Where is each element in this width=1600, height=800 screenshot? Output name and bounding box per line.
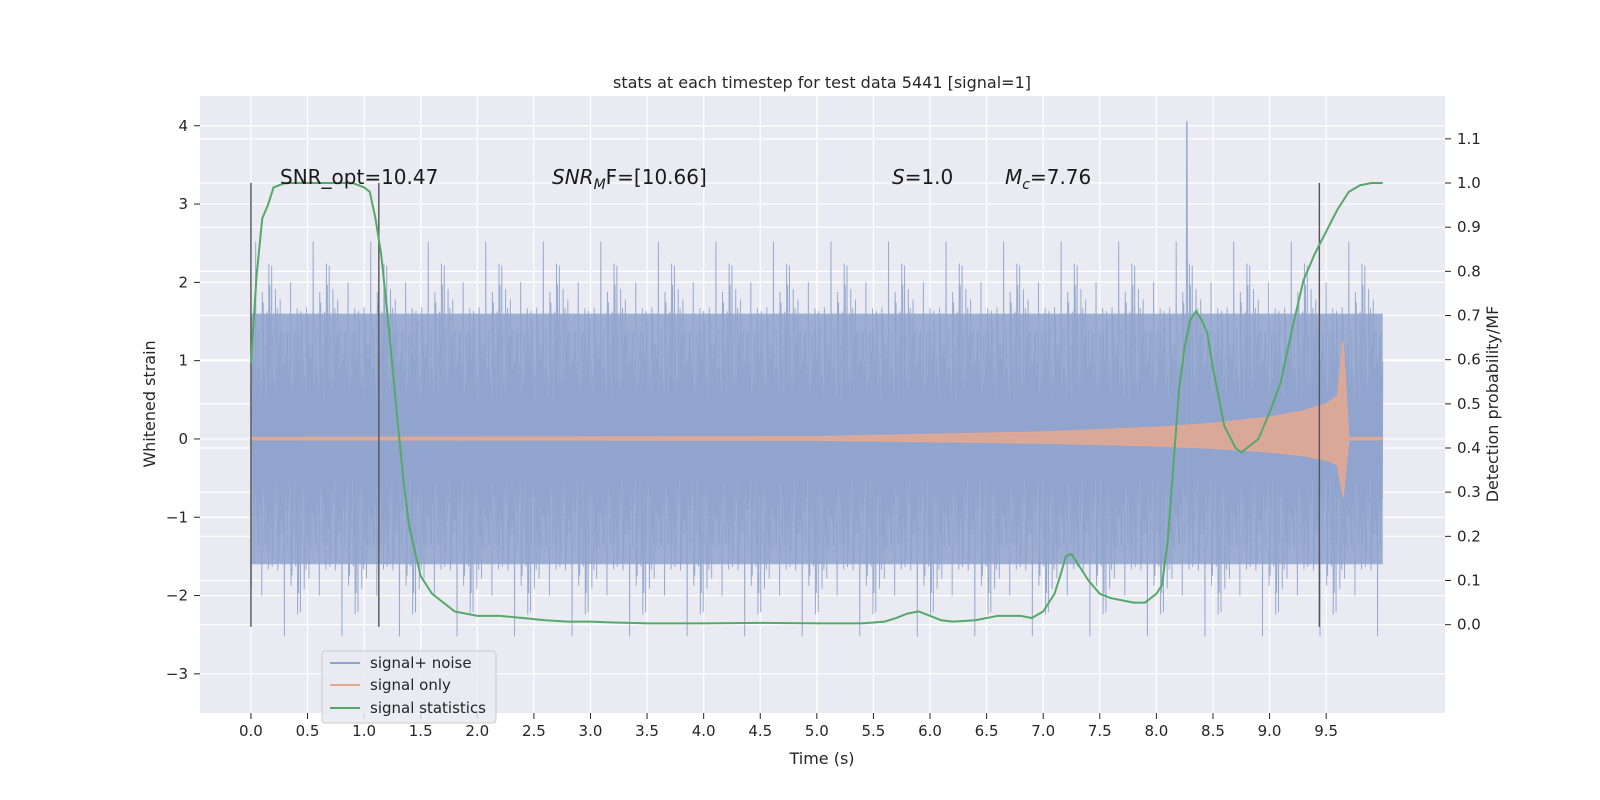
y-right-tick-label: 0.0 (1457, 616, 1481, 634)
y-left-tick-label: 4 (178, 117, 188, 135)
annotation-snr-mf: SNRMF=[10.66] (552, 165, 707, 193)
x-tick-label: 5.0 (805, 722, 829, 740)
x-tick-label: 1.0 (352, 722, 376, 740)
x-tick-label: 9.5 (1314, 722, 1338, 740)
y-right-tick-label: 0.5 (1457, 395, 1481, 413)
x-tick-label: 9.0 (1258, 722, 1282, 740)
y-right-tick-label: 0.1 (1457, 572, 1481, 590)
x-tick-label: 6.0 (918, 722, 942, 740)
signal-statistics-line (249, 182, 1383, 625)
chart-title: stats at each timestep for test data 544… (613, 73, 1031, 92)
y-right-tick-label: 0.4 (1457, 439, 1481, 457)
x-tick-label: 1.5 (409, 722, 433, 740)
y-right-tick-label: 0.6 (1457, 351, 1481, 369)
y-right-tick-label: 0.2 (1457, 527, 1481, 545)
legend-box (321, 650, 497, 724)
annotation-snr-mf-subscript: M (594, 177, 606, 193)
x-tick-label: 6.5 (975, 722, 999, 740)
x-tick-label: 7.5 (1088, 722, 1112, 740)
x-axis-label: Time (s) (788, 749, 854, 768)
annotation-mc-main: M (1005, 165, 1022, 189)
y-left-tick-label: 0 (178, 430, 188, 448)
series-signal-only (250, 341, 1384, 498)
annotation-mc-value: =7.76 (1030, 165, 1091, 189)
y-left-tick-label: 1 (178, 352, 188, 370)
x-tick-label: 2.5 (522, 722, 546, 740)
y-right-tick-label: 0.9 (1457, 218, 1481, 236)
annotation-s: S=1.0 (892, 165, 953, 189)
x-tick-label: 4.0 (692, 722, 716, 740)
y-left-tick-labels: 4 3 2 1 0 −1 −2 −3 (166, 117, 200, 683)
x-tick-label: 8.0 (1144, 722, 1168, 740)
x-tick-labels: 0.0 0.5 1.0 1.5 2.0 2.5 3.0 3.5 4.0 4.5 5.0 5.5 6.0 6… (239, 713, 1338, 740)
series-signal-statistics (249, 182, 1383, 625)
annotation-snr-opt: SNR_opt=10.47 (280, 165, 438, 189)
y-axis-label-left: Whitened strain (140, 340, 159, 467)
x-tick-label: 3.5 (635, 722, 659, 740)
vertical-markers (250, 182, 1321, 627)
legend: signal+ noise signal only signal statist… (321, 650, 497, 724)
y-left-tick-label: −1 (166, 508, 188, 526)
annotation-mc-subscript: c (1022, 177, 1030, 193)
x-tick-label: 8.5 (1201, 722, 1225, 740)
annotation-mc: Mc=7.76 (1005, 165, 1091, 193)
annotation-snr-mf-value: F=[10.66] (606, 165, 707, 189)
y-left-tick-label: 3 (178, 195, 188, 213)
x-tick-label: 5.5 (862, 722, 886, 740)
x-tick-label: 0.0 (239, 722, 263, 740)
y-left-tick-label: −3 (166, 665, 188, 683)
x-tick-label: 3.0 (579, 722, 603, 740)
legend-label-signal-statistics: signal statistics (370, 699, 486, 717)
legend-label-signal-only: signal only (370, 676, 451, 694)
signal-only-line (250, 341, 1384, 498)
y-left-tick-label: −2 (166, 587, 188, 605)
annotation-snr-mf-main: SNR (552, 165, 594, 189)
x-tick-label: 7.0 (1031, 722, 1055, 740)
annotation-s-value: =1.0 (905, 165, 954, 189)
y-right-tick-label: 1.0 (1457, 174, 1481, 192)
y-right-tick-label: 0.3 (1457, 483, 1481, 501)
y-left-tick-label: 2 (178, 273, 188, 291)
y-right-tick-label: 0.8 (1457, 262, 1481, 280)
legend-label-signal-plus-noise: signal+ noise (370, 654, 472, 672)
y-right-tick-labels: 1.1 1.0 0.9 0.8 0.7 0.6 0.5 0.4 0.3 0.2 0.1 0.0 (1445, 130, 1481, 634)
y-axis-label-right: Detection probability/MF (1483, 306, 1502, 503)
x-tick-label: 4.5 (748, 722, 772, 740)
y-right-tick-label: 0.7 (1457, 307, 1481, 325)
x-tick-label: 0.5 (296, 722, 320, 740)
annotation-s-main: S (892, 165, 905, 189)
y-right-tick-label: 1.1 (1457, 130, 1481, 148)
x-tick-label: 2.0 (465, 722, 489, 740)
